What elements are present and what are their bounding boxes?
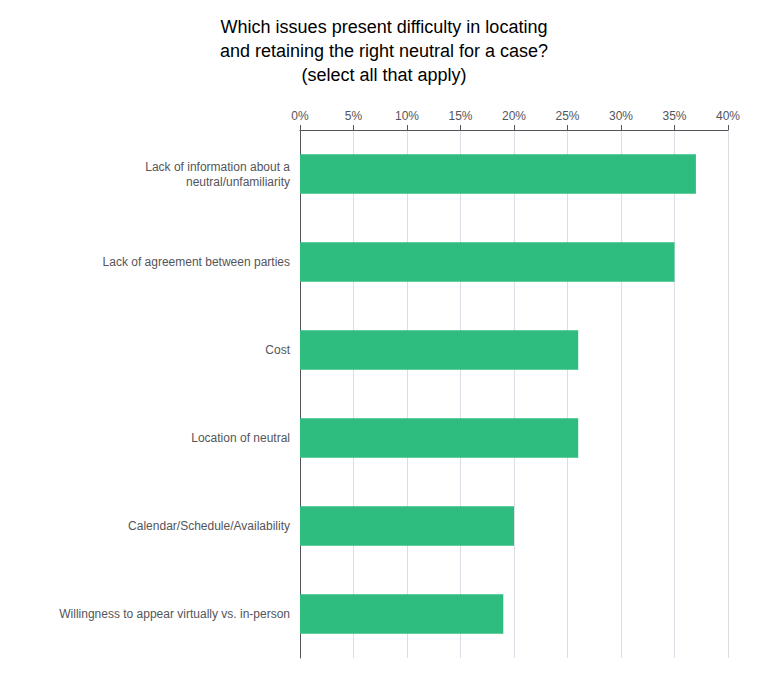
svg-text:(select all that apply): (select all that apply)	[301, 65, 466, 85]
svg-text:Which issues present difficult: Which issues present difficulty in locat…	[221, 17, 548, 37]
svg-text:Lack of agreement between part: Lack of agreement between parties	[103, 255, 290, 269]
svg-text:Lack of information about a: Lack of information about a	[145, 160, 290, 174]
svg-text:25%: 25%	[555, 109, 579, 123]
svg-text:15%: 15%	[448, 109, 472, 123]
svg-text:Willingness to appear virtuall: Willingness to appear virtually vs. in-p…	[59, 607, 290, 621]
svg-text:40%: 40%	[716, 109, 740, 123]
svg-text:10%: 10%	[395, 109, 419, 123]
svg-text:Calendar/Schedule/Availability: Calendar/Schedule/Availability	[128, 519, 290, 533]
svg-text:35%: 35%	[662, 109, 686, 123]
svg-text:20%: 20%	[502, 109, 526, 123]
svg-text:5%: 5%	[345, 109, 363, 123]
svg-text:Cost: Cost	[265, 343, 290, 357]
svg-text:30%: 30%	[609, 109, 633, 123]
svg-text:0%: 0%	[291, 109, 309, 123]
svg-text:and retaining the right neutra: and retaining the right neutral for a ca…	[220, 41, 548, 61]
svg-text:neutral/unfamiliarity: neutral/unfamiliarity	[186, 175, 290, 189]
svg-text:Location of neutral: Location of neutral	[191, 431, 290, 445]
